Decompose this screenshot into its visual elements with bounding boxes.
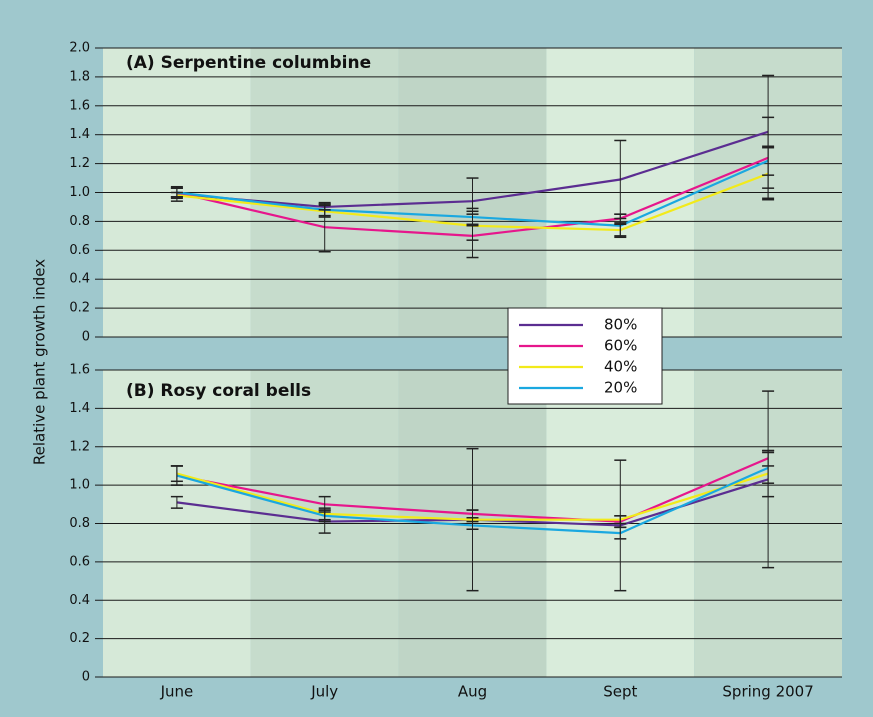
plot: 0 0.2 0.4 0.6 0.8 1.0 1.2 1.4 1.6 1.8 2.0 0 0.2 0.4 0.… xyxy=(69,41,842,701)
panel-title: (A) Serpentine columbine xyxy=(126,53,371,73)
error-bar xyxy=(614,515,627,525)
y-tick-label: 0 xyxy=(82,670,90,685)
error-bar xyxy=(762,145,775,176)
y-tick-label: 1.4 xyxy=(69,401,90,416)
legend-box xyxy=(507,307,663,405)
legend-label: 80% xyxy=(604,316,637,334)
y-tick-label: 1.6 xyxy=(69,363,90,378)
legend-label: 60% xyxy=(604,337,637,355)
legend-label: 40% xyxy=(604,358,637,376)
error-bar xyxy=(318,509,331,523)
x-tick-label: Spring 2007 xyxy=(722,683,813,701)
y-tick-label: 0.6 xyxy=(69,243,90,258)
y-tick-label: 0.2 xyxy=(69,301,90,316)
error-bar xyxy=(466,207,479,227)
x-tick-label: Sept xyxy=(603,683,637,701)
error-bar xyxy=(318,203,331,217)
x-tick-label: Aug xyxy=(458,683,487,701)
y-tick-label: 0 xyxy=(82,330,90,345)
error-bar xyxy=(170,187,183,198)
x-tick-label: July xyxy=(310,683,338,701)
y-tick-label: 0.2 xyxy=(69,631,90,646)
y-tick-label: 2.0 xyxy=(69,41,90,56)
panel-title: (B) Rosy coral bells xyxy=(126,381,311,401)
y-tick-label: 0.8 xyxy=(69,516,90,531)
y-tick-label: 1.8 xyxy=(69,69,90,84)
legend: 80% 60% 40% 20% xyxy=(507,307,663,405)
y-tick-label: 1.0 xyxy=(69,478,90,493)
y-tick-label: 1.0 xyxy=(69,185,90,200)
y-axis-label: Relative plant growth index xyxy=(31,259,49,465)
y-tick-label: 1.6 xyxy=(69,98,90,113)
error-bar xyxy=(170,465,183,486)
error-bar xyxy=(614,526,627,540)
error-bar xyxy=(762,451,775,484)
y-tick-label: 1.2 xyxy=(69,156,90,171)
legend-label: 20% xyxy=(604,379,637,397)
error-bar xyxy=(466,520,479,531)
x-tick-label: June xyxy=(160,683,194,701)
error-bar xyxy=(614,213,627,239)
y-tick-label: 0.8 xyxy=(69,214,90,229)
y-tick-label: 1.4 xyxy=(69,127,90,142)
y-tick-label: 0.4 xyxy=(69,272,90,287)
y-tick-label: 0.6 xyxy=(69,554,90,569)
error-bar xyxy=(170,495,183,509)
y-tick-label: 1.2 xyxy=(69,439,90,454)
y-tick-label: 0.4 xyxy=(69,593,90,608)
